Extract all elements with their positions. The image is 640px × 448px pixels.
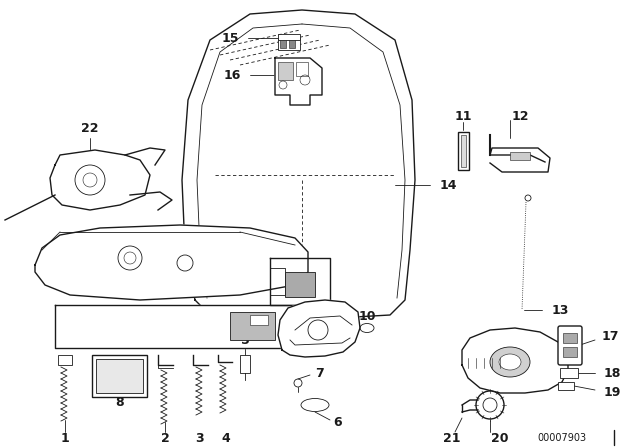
- Bar: [296, 62, 308, 76]
- Text: 7: 7: [316, 366, 324, 379]
- Circle shape: [476, 391, 504, 419]
- Text: 8: 8: [116, 396, 124, 409]
- Text: 2: 2: [161, 431, 170, 444]
- Text: 16: 16: [223, 69, 241, 82]
- Bar: [510, 152, 530, 160]
- Ellipse shape: [360, 323, 374, 332]
- Text: 11: 11: [454, 109, 472, 122]
- Text: 19: 19: [604, 385, 621, 399]
- Text: 00007903: 00007903: [538, 433, 587, 443]
- Text: 6: 6: [333, 415, 342, 428]
- Bar: [250, 315, 268, 325]
- Polygon shape: [130, 192, 172, 210]
- Bar: [458, 132, 469, 170]
- FancyBboxPatch shape: [558, 326, 582, 365]
- Bar: [278, 34, 300, 40]
- Bar: [240, 355, 250, 373]
- Bar: [289, 40, 295, 48]
- Polygon shape: [278, 300, 360, 357]
- Polygon shape: [270, 258, 330, 305]
- Text: 15: 15: [221, 31, 239, 44]
- Circle shape: [75, 165, 105, 195]
- Ellipse shape: [490, 347, 530, 377]
- Bar: [563, 333, 577, 343]
- Bar: [560, 368, 578, 378]
- Text: 3: 3: [196, 431, 204, 444]
- Polygon shape: [125, 148, 165, 165]
- Polygon shape: [275, 58, 322, 105]
- Text: 21: 21: [444, 431, 461, 444]
- Text: 4: 4: [221, 431, 230, 444]
- Text: 17: 17: [601, 329, 619, 343]
- Bar: [278, 38, 300, 50]
- Text: 13: 13: [551, 303, 569, 316]
- Text: 10: 10: [358, 310, 376, 323]
- Bar: [230, 312, 275, 340]
- Ellipse shape: [499, 354, 521, 370]
- Circle shape: [177, 255, 193, 271]
- Text: 1: 1: [61, 431, 69, 444]
- Polygon shape: [462, 328, 568, 393]
- Bar: [92, 355, 147, 397]
- Bar: [278, 62, 293, 80]
- Ellipse shape: [301, 399, 329, 412]
- Polygon shape: [50, 150, 150, 210]
- Bar: [461, 135, 466, 167]
- Text: 18: 18: [604, 366, 621, 379]
- Text: 20: 20: [492, 431, 509, 444]
- Bar: [558, 382, 574, 390]
- Circle shape: [279, 81, 287, 89]
- Polygon shape: [182, 10, 415, 320]
- Polygon shape: [35, 225, 308, 300]
- Polygon shape: [490, 148, 550, 172]
- Bar: [96, 359, 143, 393]
- Bar: [280, 40, 286, 48]
- Bar: [285, 272, 315, 297]
- Bar: [58, 355, 72, 365]
- Text: 12: 12: [511, 109, 529, 122]
- Text: 22: 22: [81, 121, 99, 134]
- Text: 14: 14: [439, 178, 457, 191]
- Circle shape: [118, 246, 142, 270]
- Polygon shape: [55, 305, 310, 348]
- Text: 9: 9: [301, 277, 309, 290]
- Text: 5: 5: [241, 333, 250, 346]
- Bar: [563, 347, 577, 357]
